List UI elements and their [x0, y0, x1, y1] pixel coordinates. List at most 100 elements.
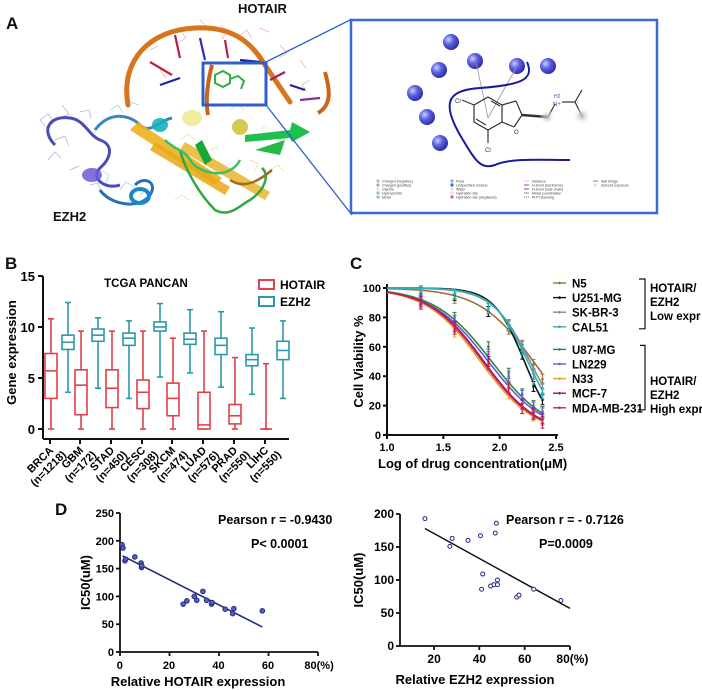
svg-text:H-bond (backbone): H-bond (backbone)	[532, 184, 563, 188]
x-tick-label: 2.5	[548, 442, 563, 454]
y-tick-label: 200	[96, 536, 114, 548]
box-cesc-ezh2	[153, 302, 167, 378]
data-point	[122, 556, 129, 562]
panel-b-letter: B	[5, 254, 18, 273]
x-axis-label: Relative HOTAIR expression	[111, 674, 286, 689]
y-tick-label: 50	[102, 619, 114, 631]
data-point	[447, 543, 453, 549]
connector-line-top	[263, 18, 353, 64]
legend-label-mda-mb-231: MDA-MB-231	[572, 403, 644, 415]
y-tick-label: 20	[369, 401, 381, 413]
x-tick-label: 20	[163, 660, 175, 672]
connector-line-bottom	[265, 104, 353, 216]
legend-label-hotair: HOTAIR	[280, 278, 325, 292]
legend-label-ln229: LN229	[572, 360, 607, 372]
svg-text:Water: Water	[456, 188, 466, 192]
data-point	[229, 610, 236, 617]
data-point	[209, 599, 215, 606]
svg-text:Distance: Distance	[532, 180, 546, 184]
legend-group-label: HOTAIR/	[650, 283, 697, 295]
box-brca-ezh2	[61, 301, 75, 394]
legend-label-mcf-7: MCF-7	[572, 389, 607, 401]
data-point	[180, 601, 186, 607]
y-tick-label: 100	[374, 573, 394, 587]
data-point	[184, 598, 190, 604]
y-tick-label: 100	[363, 283, 381, 295]
chlorine-label-top: Cl	[455, 99, 461, 105]
y-tick-label: 0	[108, 647, 114, 659]
svg-text:Solvent exposure: Solvent exposure	[601, 184, 629, 188]
data-point	[200, 588, 206, 595]
curve-n33	[386, 291, 543, 423]
x-tick-label: 60	[518, 652, 532, 666]
y-axis-label: IC50(uM)	[78, 555, 93, 610]
x-tick-label: 2.0	[492, 442, 507, 454]
box-skcm-hotair	[166, 337, 180, 430]
y-tick-label: 100	[96, 591, 114, 603]
y-tick-label: 150	[96, 564, 114, 576]
svg-text:Polar: Polar	[456, 180, 465, 184]
curve-cal51	[387, 287, 544, 391]
box-gbm-ezh2	[91, 317, 105, 389]
legend-bracket	[639, 278, 646, 330]
panel-d-ezh2-scatter: 0 50 100 150 200 20 40 60 80(%) IC50(uM) Relative …	[351, 507, 624, 687]
legend-label-cal51: CAL51	[572, 322, 609, 334]
svg-text:Pi-Pi stacking: Pi-Pi stacking	[532, 196, 554, 200]
box-gbm-hotair	[74, 330, 88, 430]
box-prad-ezh2	[245, 327, 259, 396]
x-tick-label: 1.0	[379, 442, 394, 454]
regression-line	[122, 555, 263, 628]
data-point	[494, 577, 500, 583]
x-tick-label: 40	[473, 652, 487, 666]
y-tick-label: 250	[96, 508, 114, 520]
box-stad-hotair	[105, 330, 119, 430]
data-point	[222, 606, 228, 612]
y-tick-label: 0	[28, 422, 35, 437]
curve-u87-mg	[386, 291, 543, 415]
legend-group-label: High expr	[650, 404, 702, 416]
chlorine-label-bottom: Cl	[485, 148, 491, 154]
residue-spheres	[407, 34, 556, 151]
y-tick-label: 0	[387, 639, 394, 653]
ezh2-label: EZH2	[53, 209, 86, 224]
data-point	[193, 597, 200, 604]
data-point	[422, 516, 428, 522]
interaction-legend: Charged (negative) Charged (positive) Gl…	[376, 179, 629, 200]
y-tick-label: 40	[369, 371, 381, 383]
x-tick-label: 0	[117, 660, 123, 672]
legend-bracket	[638, 344, 646, 411]
box-lihc-ezh2	[276, 320, 290, 400]
data-point	[492, 530, 498, 536]
p-value-annotation: P=0.0009	[539, 537, 593, 551]
y-axis-label: Cell Viability %	[351, 315, 366, 408]
svg-text:Unspecified residue: Unspecified residue	[456, 184, 488, 188]
box-cesc-hotair	[136, 330, 150, 430]
box-stad-ezh2	[122, 320, 136, 400]
interaction-diagram-inset: Cl Cl O N+ H2 Charged (negative) Charged…	[349, 18, 659, 215]
legend-col-1: Charged (negative) Charged (positive) Gl…	[376, 179, 413, 200]
x-tick-label: 20	[427, 652, 441, 666]
data-point	[516, 592, 522, 598]
svg-text:Metal: Metal	[382, 196, 391, 200]
y-tick-label: 80	[369, 312, 381, 324]
box-luad-hotair	[197, 330, 211, 430]
svg-text:Charged (negative): Charged (negative)	[382, 180, 413, 184]
regression-line	[424, 527, 571, 610]
y-axis-label: Gene expression	[4, 300, 19, 405]
y-tick-label: 10	[21, 320, 35, 335]
data-point	[477, 533, 483, 539]
data-point	[480, 571, 486, 577]
legend-label-n5: N5	[572, 279, 587, 291]
svg-text:Glycine: Glycine	[382, 188, 394, 192]
data-point	[132, 554, 138, 560]
box-skcm-ezh2	[183, 308, 197, 374]
data-point	[191, 593, 198, 600]
y-tick-label: 5	[28, 371, 35, 386]
hotair-label: HOTAIR	[238, 1, 287, 16]
svg-text:Salt bridge: Salt bridge	[601, 180, 618, 184]
data-point	[465, 537, 471, 543]
svg-text:Hydration site (displaced): Hydration site (displaced)	[456, 196, 497, 200]
panel-a-structure: Cl Cl O N+ H2 Charged (negative) Charged…	[39, 1, 659, 224]
x-tick-label: 80(%)	[304, 660, 334, 672]
zoom-selection-box	[201, 61, 268, 107]
